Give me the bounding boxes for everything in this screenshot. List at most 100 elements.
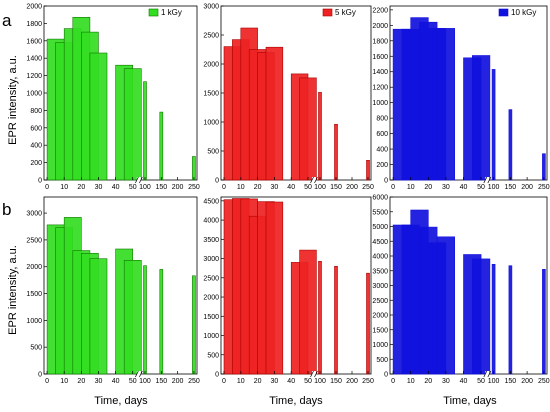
y-tick-label: 2000 bbox=[203, 295, 219, 302]
x-tick-label: 10 bbox=[237, 184, 245, 191]
y-tick-label: 1400 bbox=[26, 56, 42, 63]
x-tick-label: 150 bbox=[330, 184, 342, 191]
y-tick-label: 0 bbox=[215, 372, 219, 379]
x-tick-label: 40 bbox=[287, 378, 295, 385]
bar bbox=[89, 258, 108, 375]
legend-swatch bbox=[322, 8, 333, 17]
y-tick-label: 500 bbox=[30, 345, 42, 352]
x-axis-label-left: Time, days bbox=[94, 395, 148, 407]
y-axis-label-bottom: EPR intensity, a.u. bbox=[7, 245, 19, 335]
bar bbox=[265, 201, 284, 375]
y-tick-label: 1500 bbox=[203, 91, 219, 98]
y-tick-label: 4000 bbox=[203, 218, 219, 225]
chart-panel-1: 0 200 400 600 800 1000 1200 1400 1600 1800 2000 0 10… bbox=[26, 4, 199, 192]
bar bbox=[436, 28, 456, 181]
axis-break-mark bbox=[487, 370, 492, 378]
x-tick-label: 0 bbox=[222, 378, 226, 385]
y-tick-label: 2000 bbox=[203, 62, 219, 69]
x-tick-label: 0 bbox=[45, 378, 49, 385]
bar bbox=[542, 153, 546, 181]
y-tick-label: 1600 bbox=[26, 38, 42, 45]
bar bbox=[159, 111, 164, 181]
x-tick-label: 20 bbox=[77, 184, 85, 191]
y-axis-label-top: EPR intensity, a.u. bbox=[7, 55, 19, 145]
bar bbox=[89, 52, 108, 181]
legend-label: 5 kGy bbox=[335, 8, 356, 17]
x-tick-label: 0 bbox=[222, 184, 226, 191]
x-tick-label: 100 bbox=[488, 184, 500, 191]
x-tick-label: 50 bbox=[129, 184, 137, 191]
y-tick-label: 4000 bbox=[372, 254, 388, 261]
y-tick-label: 400 bbox=[30, 143, 42, 150]
axis-break-gap bbox=[136, 371, 141, 377]
bar bbox=[334, 265, 338, 375]
y-tick-label: 3000 bbox=[203, 4, 219, 11]
y-tick-label: 0 bbox=[384, 178, 388, 185]
y-tick-label: 1800 bbox=[26, 21, 42, 28]
x-tick-label: 200 bbox=[521, 378, 533, 385]
y-tick-label: 3000 bbox=[203, 256, 219, 263]
x-tick-label: 250 bbox=[188, 184, 200, 191]
x-tick-label: 0 bbox=[391, 184, 395, 191]
y-tick-label: 3500 bbox=[372, 268, 388, 275]
y-tick-label: 0 bbox=[215, 178, 219, 185]
x-tick-label: 150 bbox=[155, 378, 167, 385]
axis-break-mark bbox=[314, 176, 318, 184]
x-tick-label: 10 bbox=[407, 184, 415, 191]
x-tick-label: 30 bbox=[442, 184, 450, 191]
y-tick-label: 3000 bbox=[372, 283, 388, 290]
y-tick-label: 2500 bbox=[372, 298, 388, 305]
x-tick-label: 20 bbox=[424, 184, 432, 191]
axis-break-mark bbox=[483, 176, 488, 184]
y-tick-label: 4500 bbox=[203, 198, 219, 205]
x-tick-label: 150 bbox=[330, 378, 342, 385]
axis-break-mark bbox=[139, 370, 143, 378]
x-tick-label: 250 bbox=[362, 184, 374, 191]
x-tick-label: 10 bbox=[237, 378, 245, 385]
y-tick-label: 1500 bbox=[203, 314, 219, 321]
bar bbox=[192, 275, 196, 375]
chart-panel-5: 0 500 1000 1500 2000 2500 3000 3500 4000 4500 0 10 2… bbox=[203, 196, 374, 385]
x-tick-label: 100 bbox=[139, 184, 151, 191]
x-tick-label: 50 bbox=[477, 378, 485, 385]
axis-break-gap bbox=[485, 177, 490, 183]
x-tick-label: 0 bbox=[391, 378, 395, 385]
axis-break-mark bbox=[314, 370, 318, 378]
x-tick-label: 50 bbox=[304, 378, 312, 385]
y-tick-label: 2500 bbox=[203, 275, 219, 282]
axis-break-mark bbox=[310, 370, 314, 378]
x-tick-label: 100 bbox=[139, 378, 151, 385]
bar bbox=[542, 268, 546, 375]
y-tick-label: 0 bbox=[38, 178, 42, 185]
y-tick-label: 2000 bbox=[372, 313, 388, 320]
y-tick-label: 1400 bbox=[372, 69, 388, 76]
chart-panel-4: 0 500 1000 1500 2000 2500 3000 0 10 20 30 40 50 100 15… bbox=[26, 196, 200, 385]
x-tick-label: 250 bbox=[188, 378, 200, 385]
x-tick-label: 150 bbox=[505, 184, 517, 191]
legend-label: 1 kGy bbox=[161, 8, 182, 17]
bar bbox=[318, 92, 322, 181]
x-tick-label: 250 bbox=[538, 378, 550, 385]
y-tick-label: 2500 bbox=[203, 33, 219, 40]
y-tick-label: 0 bbox=[384, 372, 388, 379]
x-tick-label: 0 bbox=[45, 184, 49, 191]
bar bbox=[318, 260, 322, 375]
x-tick-label: 200 bbox=[172, 184, 184, 191]
legend-swatch bbox=[498, 8, 509, 17]
bar bbox=[491, 263, 496, 375]
y-tick-label: 800 bbox=[376, 116, 388, 123]
x-tick-label: 40 bbox=[460, 184, 468, 191]
legend-swatch bbox=[148, 8, 159, 17]
x-tick-label: 30 bbox=[271, 184, 279, 191]
x-tick-label: 40 bbox=[112, 378, 120, 385]
bar bbox=[471, 258, 491, 375]
x-tick-label: 50 bbox=[477, 184, 485, 191]
y-tick-label: 500 bbox=[207, 149, 219, 156]
y-tick-label: 400 bbox=[376, 147, 388, 154]
bar bbox=[299, 249, 317, 375]
x-tick-label: 30 bbox=[95, 378, 103, 385]
chart-panel-6: 0500100015002000250030003500400045005000… bbox=[372, 195, 549, 386]
x-tick-label: 250 bbox=[538, 184, 550, 191]
x-tick-label: 150 bbox=[155, 184, 167, 191]
